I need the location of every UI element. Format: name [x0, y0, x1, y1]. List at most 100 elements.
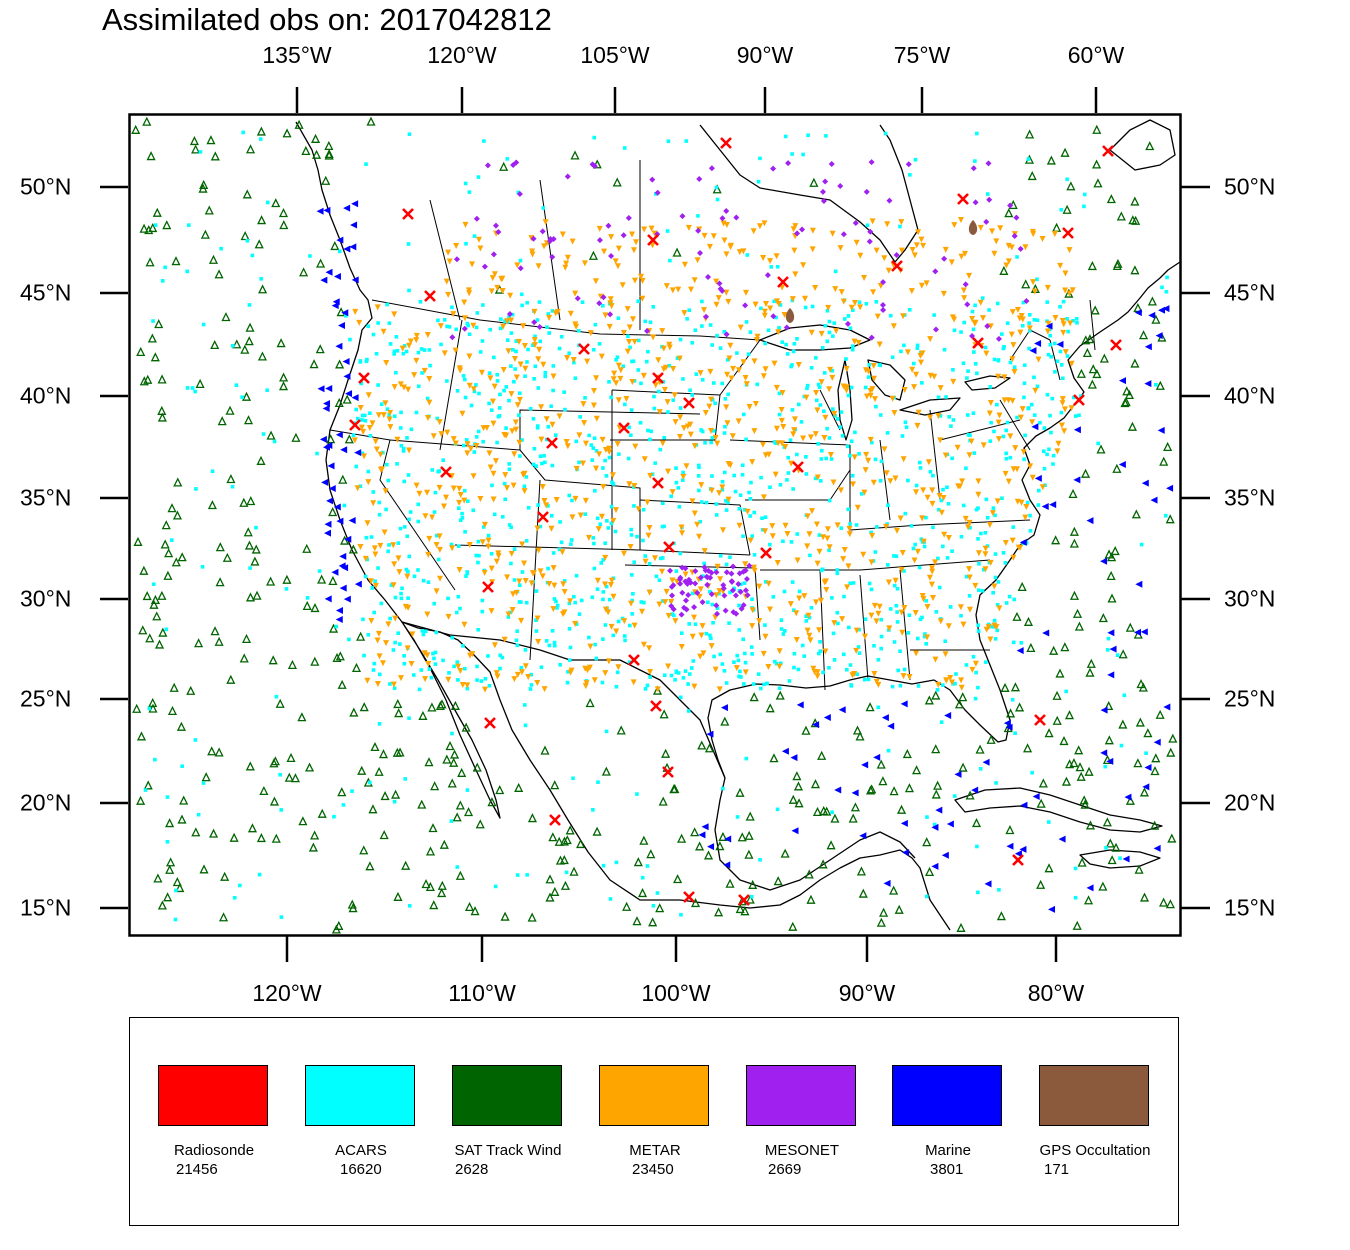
- acars-marker: [830, 368, 835, 373]
- marine-marker: [887, 722, 895, 730]
- metar-marker: [607, 581, 614, 588]
- acars-marker: [746, 352, 751, 357]
- marine-marker: [1144, 380, 1152, 388]
- metar-marker: [727, 244, 734, 251]
- metar-marker: [871, 396, 878, 403]
- acars-marker: [259, 277, 263, 281]
- sat-track-wind-marker: [359, 845, 369, 855]
- acars-marker: [710, 343, 714, 347]
- sat-track-wind-marker: [965, 790, 975, 800]
- acars-marker: [476, 627, 480, 632]
- metar-marker: [642, 558, 649, 565]
- metar-marker: [572, 321, 579, 328]
- acars-marker: [278, 772, 282, 777]
- metar-marker: [687, 431, 694, 438]
- acars-marker: [951, 418, 956, 422]
- acars-marker: [1035, 277, 1039, 282]
- sat-track-wind-marker: [294, 119, 304, 129]
- acars-marker: [515, 643, 520, 648]
- metar-marker: [459, 682, 466, 689]
- marine-marker: [723, 861, 731, 869]
- sat-track-wind-marker: [830, 813, 840, 823]
- metar-marker: [377, 542, 384, 549]
- acars-marker: [471, 508, 476, 513]
- sat-track-wind-marker: [806, 894, 816, 904]
- acars-marker: [1050, 396, 1055, 401]
- acars-marker: [827, 548, 831, 553]
- mesonet-marker: [1011, 233, 1018, 240]
- sat-track-wind-marker: [495, 785, 505, 795]
- acars-marker: [534, 618, 538, 622]
- acars-marker: [404, 349, 409, 354]
- metar-marker: [698, 632, 705, 639]
- sat-track-wind-marker: [136, 795, 146, 805]
- sat-track-wind-marker: [1069, 758, 1079, 768]
- acars-marker: [673, 677, 677, 682]
- metar-marker: [504, 485, 511, 492]
- acars-marker: [631, 359, 636, 363]
- metar-marker: [383, 640, 390, 647]
- metar-marker: [868, 612, 875, 619]
- mesonet-marker: [736, 570, 743, 577]
- metar-marker: [656, 601, 663, 608]
- acars-marker: [735, 351, 739, 355]
- acars-marker: [567, 493, 572, 498]
- metar-marker: [900, 313, 907, 320]
- mesonet-marker: [714, 610, 721, 617]
- acars-marker: [710, 602, 715, 607]
- metar-marker: [370, 500, 377, 507]
- sat-track-wind-marker: [876, 759, 886, 769]
- sat-track-wind-marker: [922, 837, 932, 847]
- acars-marker: [838, 425, 843, 429]
- acars-marker: [872, 643, 876, 648]
- sat-track-wind-marker: [809, 177, 819, 187]
- metar-marker: [857, 252, 864, 259]
- mesonet-marker: [868, 159, 875, 166]
- metar-marker: [488, 608, 495, 615]
- acars-marker: [952, 328, 957, 333]
- sat-track-wind-marker: [1155, 380, 1165, 390]
- metar-marker: [502, 472, 509, 479]
- sat-track-wind-marker: [1080, 799, 1090, 809]
- acars-marker: [666, 410, 670, 414]
- sat-track-wind-marker: [565, 825, 575, 835]
- sat-track-wind-marker: [1092, 368, 1102, 379]
- acars-marker: [190, 386, 195, 390]
- acars-marker: [434, 533, 439, 538]
- metar-marker: [658, 568, 665, 575]
- metar-marker: [473, 442, 480, 449]
- acars-marker: [674, 569, 679, 573]
- acars-marker: [802, 654, 807, 658]
- mesonet-marker: [844, 320, 851, 327]
- acars-marker: [469, 403, 474, 408]
- metar-marker: [456, 499, 463, 506]
- sat-track-wind-marker: [1127, 421, 1138, 431]
- acars-marker: [143, 788, 148, 792]
- acars-marker: [1154, 382, 1158, 387]
- metar-marker: [752, 401, 759, 408]
- acars-marker: [455, 865, 460, 869]
- acars-marker: [732, 660, 736, 664]
- mesonet-marker: [986, 196, 993, 203]
- radiosonde-marker: [1073, 394, 1085, 406]
- acars-marker: [477, 391, 481, 396]
- acars-marker: [489, 408, 494, 412]
- sat-track-wind-marker: [1168, 733, 1178, 743]
- acars-marker: [358, 359, 363, 363]
- acars-marker: [488, 327, 493, 332]
- acars-marker: [763, 623, 767, 627]
- metar-marker: [631, 338, 638, 345]
- acars-marker: [607, 597, 612, 602]
- metar-marker: [874, 313, 881, 320]
- acars-marker: [1105, 648, 1110, 652]
- metar-marker: [546, 314, 553, 321]
- marine-marker: [1153, 844, 1161, 852]
- top-lon-label: 60°W: [1067, 42, 1125, 68]
- sat-track-wind-marker: [437, 887, 447, 898]
- acars-marker: [892, 583, 897, 588]
- metar-marker: [445, 249, 452, 256]
- acars-marker: [690, 591, 695, 596]
- acars-marker: [777, 326, 781, 330]
- acars-marker: [850, 473, 855, 478]
- metar-marker: [683, 463, 690, 470]
